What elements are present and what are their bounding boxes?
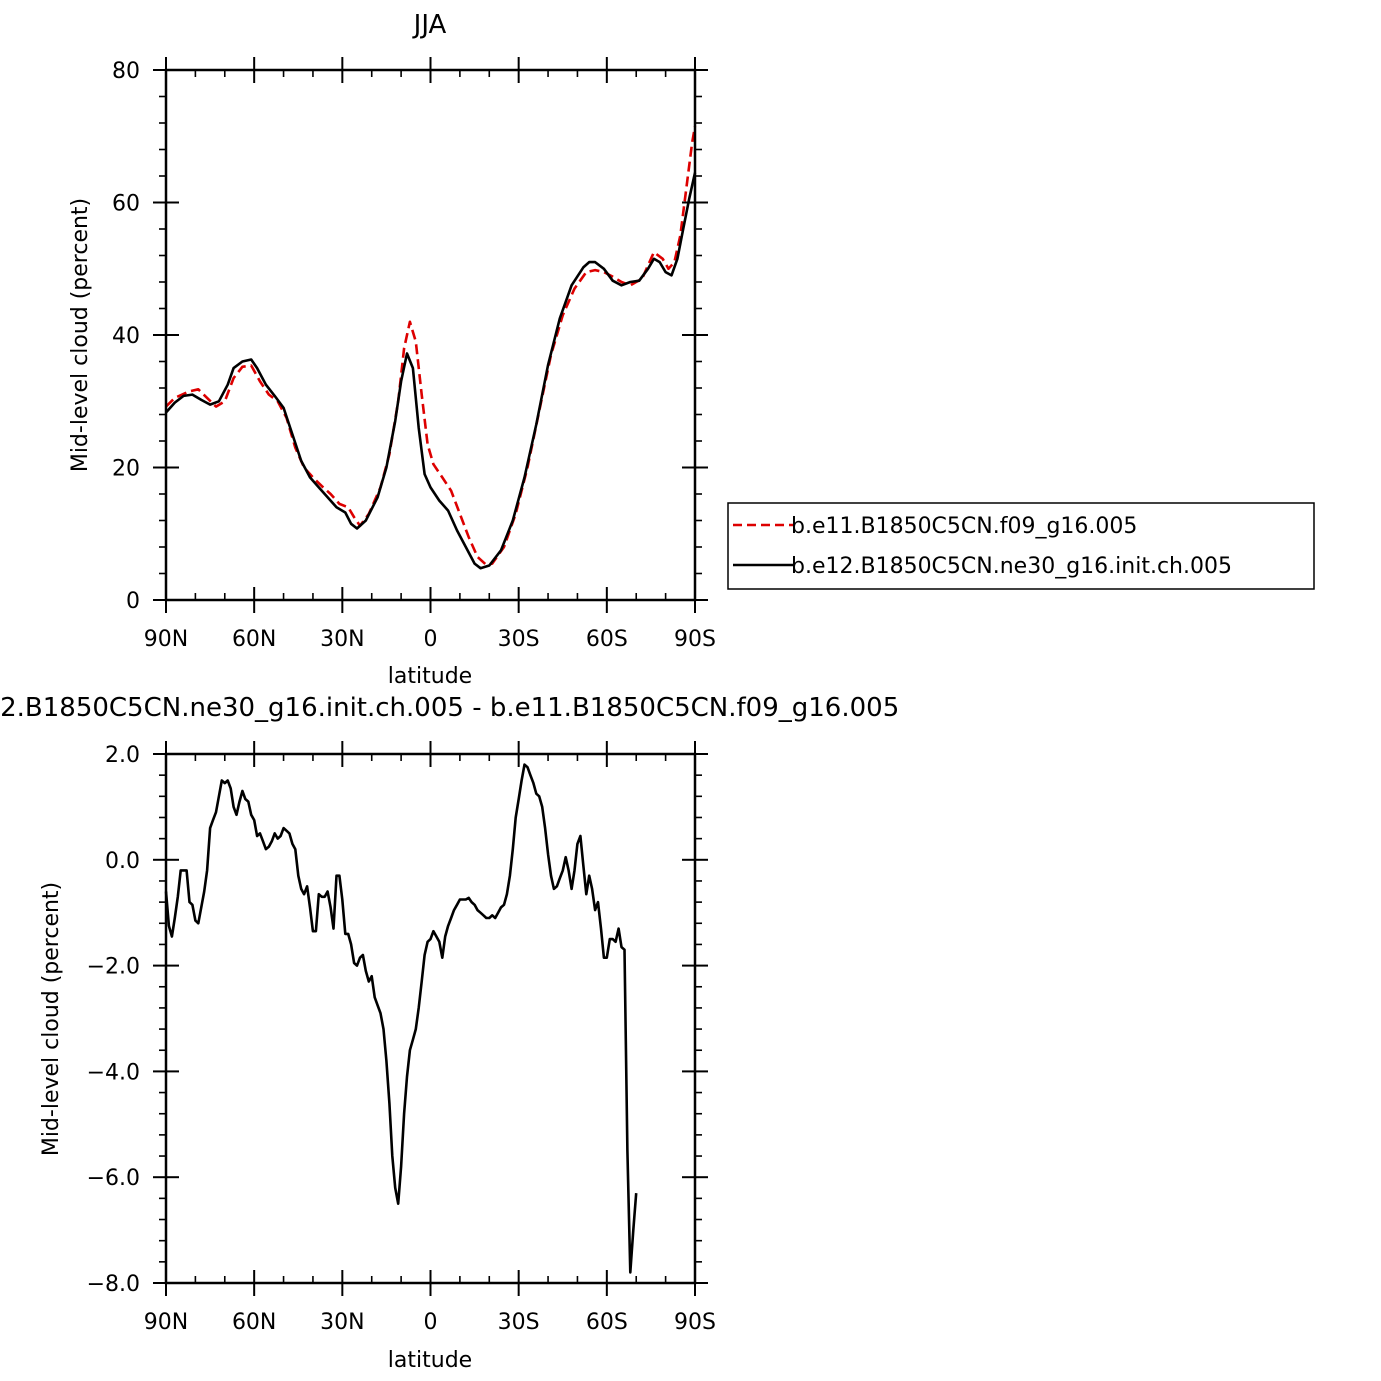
series-line-1 — [165, 126, 697, 567]
y-tick-label: 20 — [112, 457, 140, 482]
x-tick-label: 90N — [144, 627, 188, 652]
x-tick-label: 30S — [498, 1310, 540, 1335]
bottom-y-axis-title: Mid-level cloud (percent) — [39, 882, 64, 1156]
bottom-chart-title: b.e12.B1850C5CN.ne30_g16.init.ch.005 - b… — [0, 693, 899, 723]
y-tick-label: −6.0 — [87, 1166, 140, 1191]
series-line-2 — [165, 172, 697, 570]
y-tick-label: 0.0 — [105, 849, 140, 874]
y-tick-label: −4.0 — [87, 1060, 140, 1085]
y-tick-label: 0 — [126, 589, 140, 614]
legend: b.e11.B1850C5CN.f09_g16.005 b.e12.B1850C… — [727, 502, 1315, 590]
x-tick-label: 90S — [674, 1310, 716, 1335]
x-tick-label: 60N — [232, 627, 276, 652]
x-tick-label: 60S — [586, 627, 628, 652]
x-tick-label: 90S — [674, 627, 716, 652]
y-tick-label: −8.0 — [87, 1272, 140, 1297]
top-chart: JJA 90N 60N 30N 0 30S 60S 90S 0 20 40 60 80 Mid-lev… — [68, 10, 1315, 689]
x-tick-label: 60S — [586, 1310, 628, 1335]
top-chart-series — [165, 126, 697, 570]
series-line-1 — [164, 763, 638, 1274]
x-tick-label: 30S — [498, 627, 540, 652]
bottom-chart-ticks: 90N 60N 30N 0 30S 60S 90S −8.0 −6.0 −4.0 −2.0 0.0 2.… — [87, 741, 716, 1335]
y-tick-label: −2.0 — [87, 955, 140, 980]
y-tick-label: 80 — [112, 59, 140, 84]
x-tick-label: 0 — [424, 1310, 438, 1335]
x-tick-label: 30N — [320, 627, 364, 652]
y-tick-label: 2.0 — [105, 743, 140, 768]
y-tick-label: 60 — [112, 192, 140, 217]
x-tick-label: 30N — [320, 1310, 364, 1335]
top-plot-frame — [164, 68, 697, 602]
legend-label-series-2: b.e12.B1850C5CN.ne30_g16.init.ch.005 — [791, 554, 1232, 579]
x-tick-label: 90N — [144, 1310, 188, 1335]
bottom-chart-series — [164, 763, 638, 1274]
top-x-axis-title: latitude — [388, 664, 472, 689]
top-chart-ticks: 90N 60N 30N 0 30S 60S 90S 0 20 40 60 80 — [112, 57, 716, 652]
legend-box — [727, 502, 1315, 590]
legend-label-series-1: b.e11.B1850C5CN.f09_g16.005 — [791, 514, 1137, 539]
top-chart-title: JJA — [412, 10, 447, 40]
top-y-axis-title: Mid-level cloud (percent) — [68, 198, 93, 472]
y-tick-label: 40 — [112, 324, 140, 349]
bottom-x-axis-title: latitude — [388, 1348, 472, 1373]
bottom-plot-frame — [164, 752, 697, 1285]
x-tick-label: 60N — [232, 1310, 276, 1335]
x-tick-label: 0 — [424, 627, 438, 652]
bottom-chart: b.e12.B1850C5CN.ne30_g16.init.ch.005 - b… — [0, 693, 899, 1373]
